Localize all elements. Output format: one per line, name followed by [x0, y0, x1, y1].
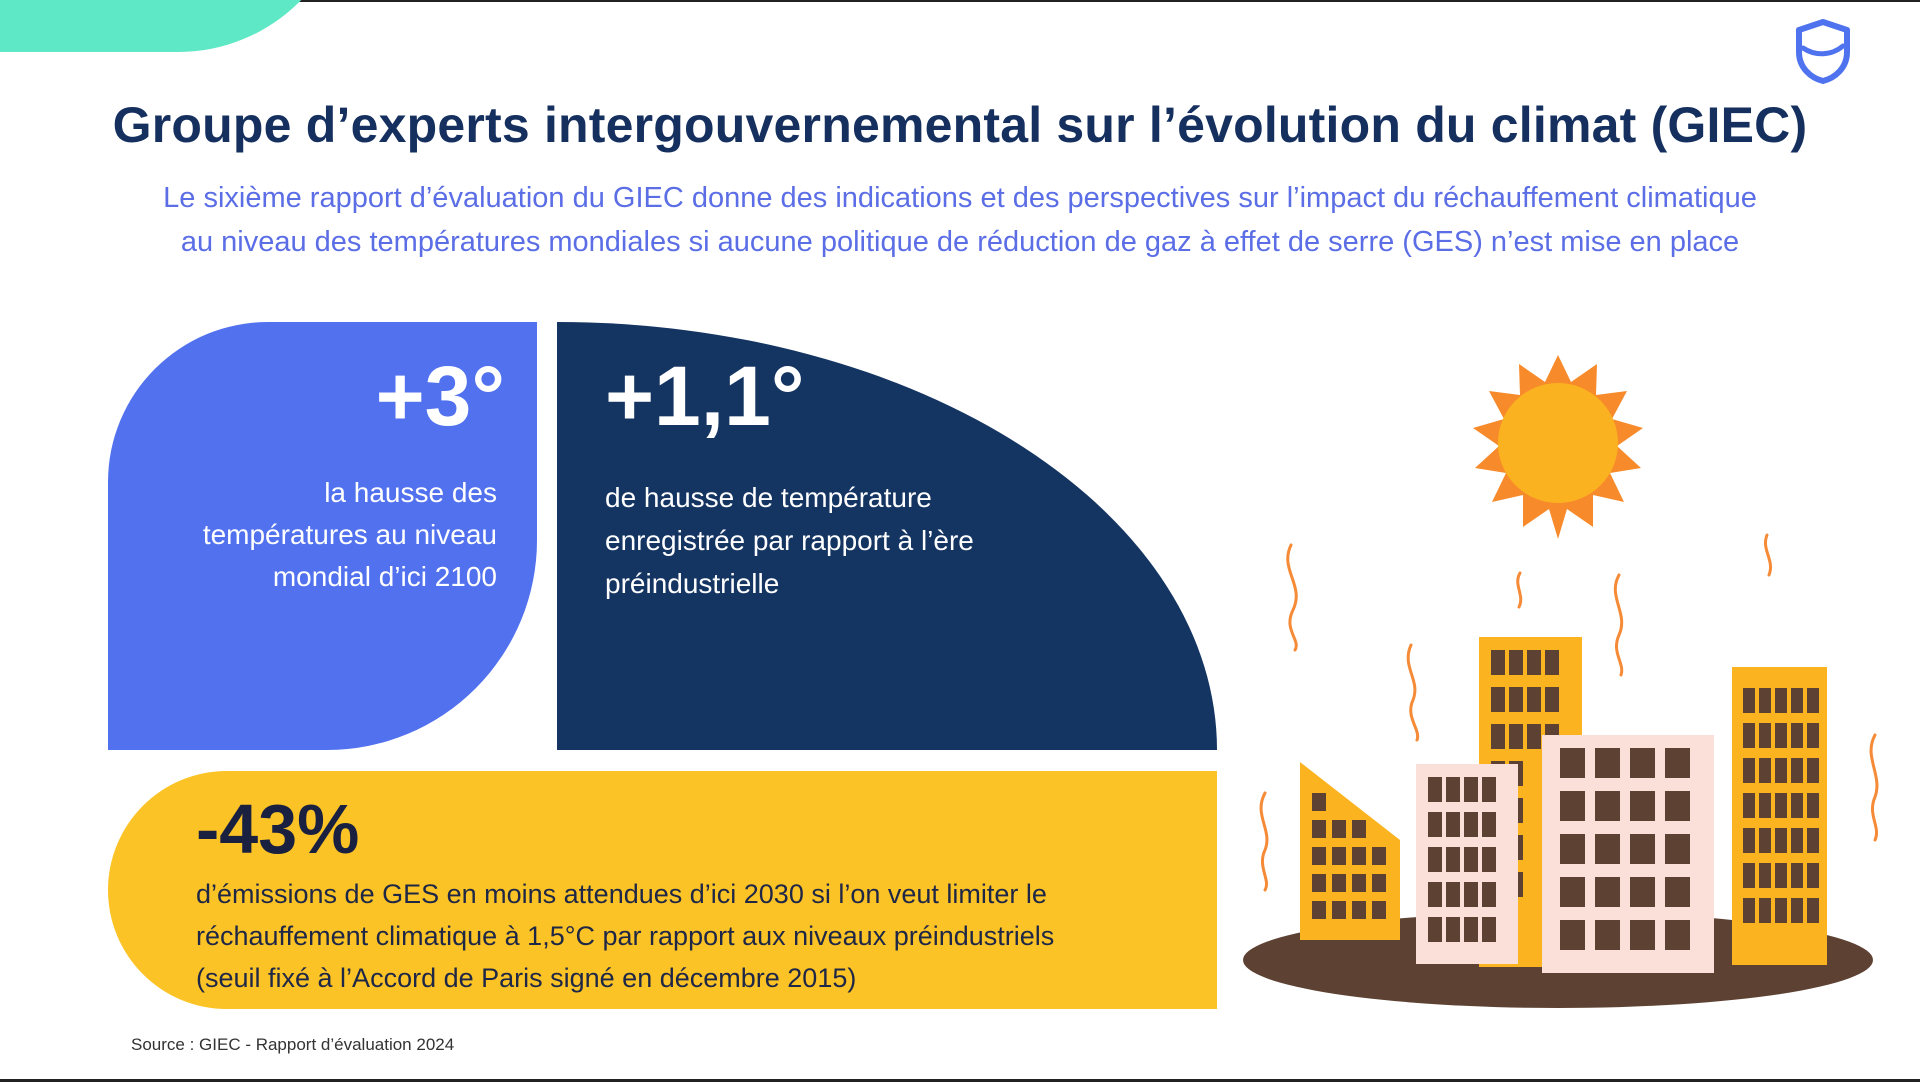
page-title: Groupe d’experts intergouvernemental sur…	[112, 97, 1808, 153]
stat-value-emissions-cut: -43%	[196, 790, 360, 868]
building-windows	[1560, 748, 1690, 950]
stat-description-line: la hausse des	[324, 477, 497, 508]
stat-card-global-rise: +3° la hausse des températures au niveau…	[108, 322, 537, 750]
subtitle-line-2: au niveau des températures mondiales si …	[180, 226, 1740, 258]
building-windows	[1312, 793, 1386, 919]
stat-description-recorded-rise: de hausse de température enregistrée par…	[605, 476, 1085, 605]
stat-description-line: réchauffement climatique à 1,5°C par rap…	[196, 921, 1055, 951]
building-icon	[1732, 667, 1827, 965]
building-icon	[1300, 762, 1400, 940]
sun-icon	[1473, 355, 1643, 539]
building-windows	[1743, 688, 1819, 923]
stat-description-line: de hausse de température	[605, 482, 932, 513]
hot-city-sun-illustration	[1243, 355, 1879, 1008]
stat-description-line: d’émissions de GES en moins attendues d’…	[196, 879, 1047, 909]
subtitle-line-1: Le sixième rapport d’évaluation du GIEC …	[163, 182, 1757, 214]
building-icon	[1416, 764, 1518, 964]
stat-description-line: préindustrielle	[605, 568, 780, 599]
building-icon	[1542, 735, 1714, 973]
stat-value-global-rise: +3°	[375, 349, 505, 443]
shield-logo-icon	[1796, 19, 1850, 84]
page-subtitle: Le sixième rapport d’évaluation du GIEC …	[60, 176, 1860, 264]
stat-description-line: enregistrée par rapport à l’ère	[605, 525, 974, 556]
stat-description-emissions-cut: d’émissions de GES en moins attendues d’…	[196, 873, 1186, 999]
top-border	[0, 0, 1920, 2]
stat-card-recorded-rise: +1,1° de hausse de température enregistr…	[557, 322, 1217, 750]
stat-card-emissions-cut: -43% d’émissions de GES en moins attendu…	[108, 771, 1217, 1009]
building-windows	[1428, 777, 1496, 942]
stat-description-line: mondial d’ici 2100	[272, 561, 497, 592]
bottom-border	[0, 1079, 1920, 1082]
stat-description-global-rise: la hausse des températures au niveau mon…	[137, 472, 497, 598]
stat-description-line: températures au niveau	[202, 519, 497, 550]
stat-description-line: (seuil fixé à l’Accord de Paris signé en…	[196, 963, 857, 993]
source-note: Source : GIEC - Rapport d’évaluation 202…	[131, 1035, 455, 1054]
decorative-corner-shape	[0, 0, 350, 52]
stat-value-recorded-rise: +1,1°	[605, 349, 805, 443]
